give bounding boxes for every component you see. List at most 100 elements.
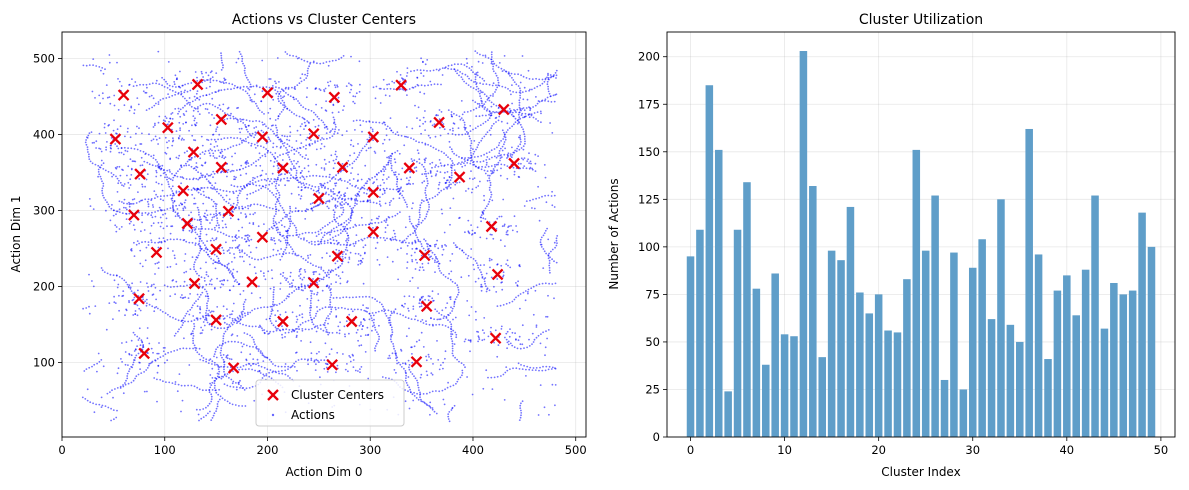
action-point: [162, 380, 164, 383]
action-point: [283, 237, 286, 239]
action-point: [223, 383, 226, 385]
action-point: [182, 84, 184, 87]
action-point: [141, 185, 144, 188]
action-point: [118, 151, 121, 154]
action-point: [270, 360, 273, 363]
action-point: [509, 74, 511, 77]
action-point: [449, 146, 451, 149]
action-point: [443, 165, 446, 167]
action-point: [309, 304, 312, 307]
action-point: [518, 91, 521, 94]
action-point: [196, 80, 199, 82]
action-point: [479, 161, 482, 163]
action-point: [158, 237, 161, 240]
action-point: [451, 150, 454, 153]
action-point: [295, 140, 298, 142]
action-point: [355, 119, 358, 122]
action-point: [231, 272, 234, 275]
action-point: [237, 201, 239, 204]
action-point: [156, 161, 159, 163]
action-point: [524, 140, 526, 143]
action-point: [205, 216, 207, 219]
action-point: [174, 257, 176, 260]
action-point: [141, 132, 143, 135]
action-point: [509, 328, 511, 330]
action-point: [480, 168, 483, 171]
action-point: [334, 219, 336, 221]
action-point: [317, 230, 320, 233]
action-point: [275, 320, 277, 323]
action-point: [248, 244, 251, 247]
action-point: [325, 100, 327, 103]
action-point: [104, 405, 107, 407]
action-point: [496, 217, 499, 220]
action-point: [388, 377, 390, 380]
action-point: [536, 102, 539, 105]
action-point: [290, 111, 293, 114]
action-point: [519, 87, 521, 90]
action-point: [253, 203, 256, 206]
action-point: [287, 375, 289, 377]
action-point: [497, 163, 499, 166]
action-point: [243, 238, 246, 241]
action-point: [321, 226, 324, 229]
action-point: [336, 132, 339, 135]
action-point: [332, 188, 335, 190]
action-point: [523, 135, 526, 138]
action-point: [279, 240, 282, 243]
action-point: [424, 192, 427, 194]
action-point: [541, 78, 544, 81]
action-point: [206, 240, 209, 243]
action-point: [277, 136, 280, 139]
action-point: [333, 242, 336, 245]
action-point: [198, 347, 201, 350]
action-point: [371, 296, 374, 299]
action-point: [175, 191, 178, 194]
action-point: [397, 134, 400, 137]
action-point: [297, 100, 299, 102]
action-point: [102, 185, 105, 187]
action-point: [305, 210, 307, 213]
action-point: [427, 299, 430, 302]
action-point: [118, 179, 120, 182]
action-point: [484, 106, 486, 109]
action-point: [488, 110, 491, 113]
action-point: [348, 296, 351, 299]
action-point: [247, 130, 249, 133]
action-point: [409, 391, 412, 394]
action-point: [289, 215, 292, 218]
action-point: [205, 178, 208, 181]
action-point: [307, 284, 309, 287]
action-point: [201, 144, 204, 147]
action-point: [191, 100, 194, 103]
action-point: [294, 210, 297, 213]
action-point: [420, 132, 422, 135]
action-point: [256, 203, 259, 206]
action-point: [208, 402, 211, 405]
action-point: [357, 339, 359, 342]
action-point: [332, 190, 334, 193]
action-point: [213, 172, 216, 175]
action-point: [223, 264, 226, 267]
action-point: [154, 215, 157, 218]
action-point: [547, 368, 550, 371]
action-point: [253, 341, 256, 343]
action-point: [117, 147, 120, 150]
action-point: [259, 164, 262, 167]
action-point: [259, 352, 262, 354]
action-point: [366, 180, 369, 183]
action-point: [396, 70, 398, 73]
action-point: [328, 200, 331, 203]
action-point: [244, 90, 247, 93]
action-point: [160, 221, 163, 224]
action-point: [217, 260, 220, 263]
action-point: [355, 234, 358, 237]
action-point: [340, 306, 343, 309]
action-point: [420, 305, 423, 308]
action-point: [492, 95, 494, 97]
action-point: [269, 107, 272, 110]
action-point: [86, 148, 89, 151]
action-point: [444, 306, 447, 309]
action-point: [274, 178, 277, 181]
action-point: [534, 162, 537, 165]
